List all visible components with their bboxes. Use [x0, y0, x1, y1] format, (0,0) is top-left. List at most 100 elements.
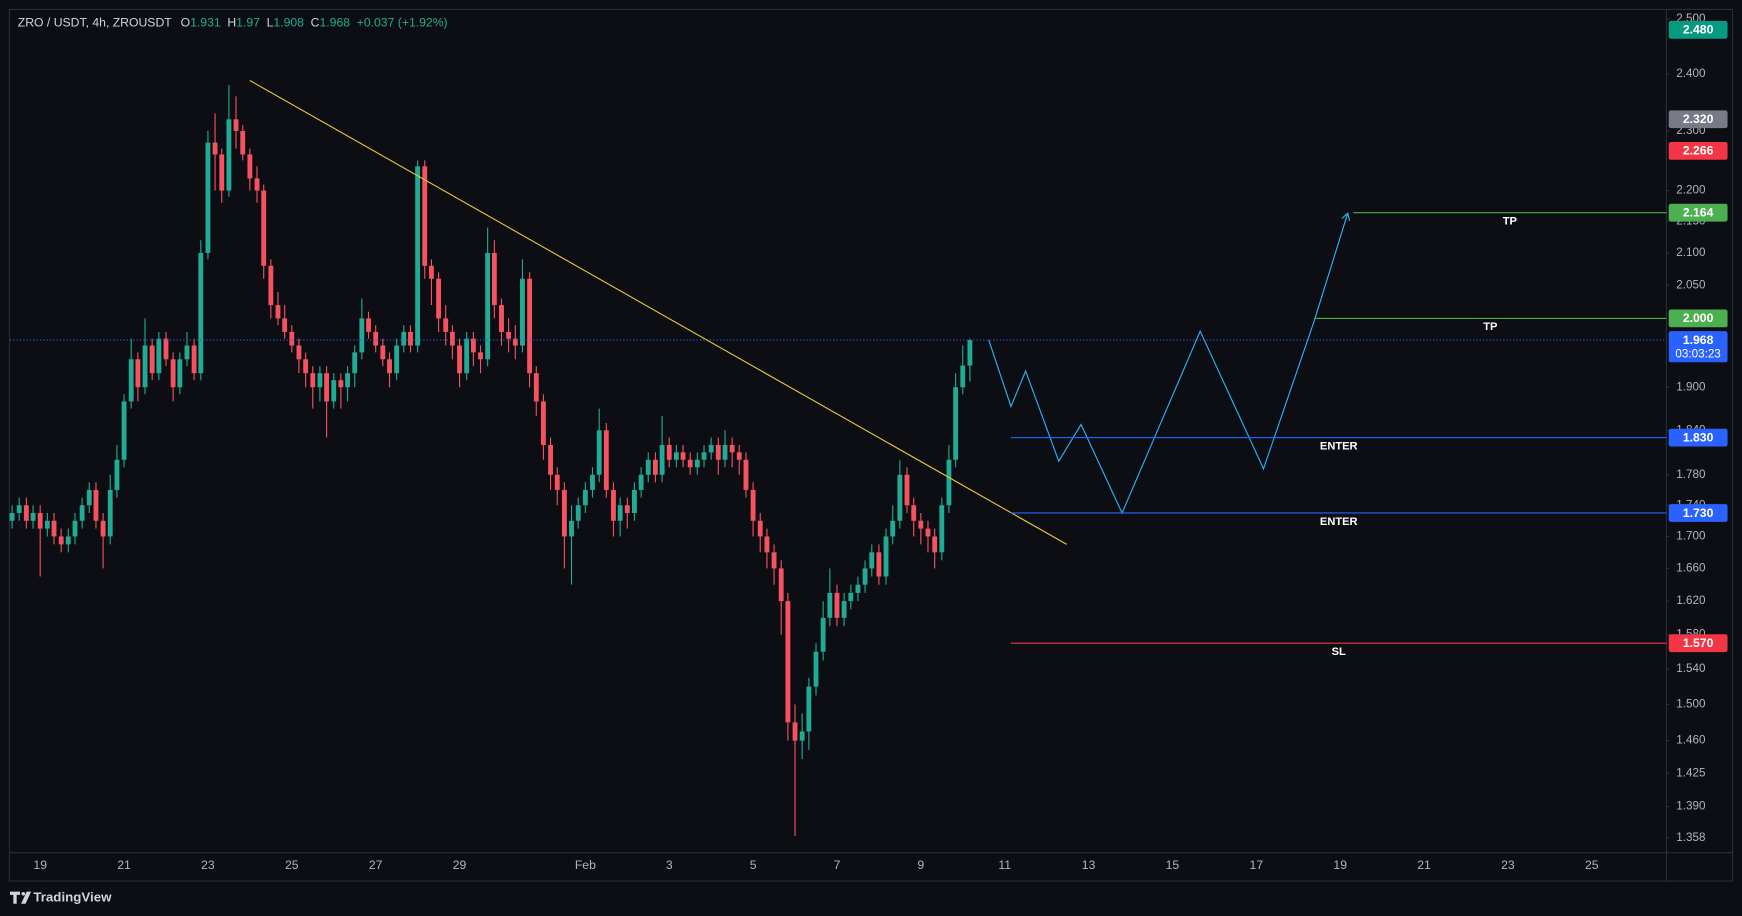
x-tick-label: 17 — [1250, 858, 1264, 872]
candle-body — [457, 345, 462, 374]
candle-body — [415, 166, 421, 346]
candle-body — [792, 722, 798, 741]
level-badge-bg — [1668, 309, 1728, 328]
projection-arrowhead — [1341, 212, 1351, 221]
candle-body — [918, 520, 924, 529]
candle-body — [911, 505, 917, 521]
candle-body — [806, 686, 812, 732]
last-price-badge-bg — [1668, 331, 1728, 363]
price-badge-bg — [1668, 20, 1728, 39]
level-badge-bg — [1668, 203, 1728, 222]
candle-body — [233, 119, 239, 131]
brand-logo[interactable]: TradingView — [9, 890, 112, 905]
x-tick-label: 23 — [1501, 858, 1515, 872]
price-badge: 2.480 — [1683, 23, 1714, 37]
candle-body — [561, 489, 567, 537]
candle-body — [275, 305, 281, 319]
ohlc-letter: C — [311, 16, 320, 30]
legend-header: ZRO / USDT, 4h, ZROUSDT O1.931 H1.97 L1.908… — [18, 16, 448, 30]
candle-body — [121, 401, 127, 460]
candle-body — [429, 265, 434, 279]
candle-body — [219, 154, 225, 191]
candle-body — [548, 444, 553, 475]
candle-body — [9, 512, 15, 521]
candle-body — [841, 601, 847, 618]
level-badge: 1.830 — [1683, 430, 1714, 444]
level-label: TP — [1483, 321, 1498, 333]
candle-body — [722, 444, 728, 460]
candle-body — [736, 452, 742, 460]
plot-layer: 19 21 23 25 27 29 Feb 3 5 7 9 11 13 15 17 19 21 23 252.500… — [9, 12, 1728, 872]
candle-body — [527, 278, 533, 374]
candle-body — [37, 512, 43, 529]
y-tick-label: 2.400 — [1676, 67, 1706, 80]
candle-body — [939, 505, 945, 553]
ohlc-letter: L — [267, 16, 274, 30]
candle-body — [953, 387, 959, 460]
level-badge-bg — [1668, 428, 1728, 447]
candle-body — [352, 352, 358, 374]
candle-body — [799, 731, 805, 741]
y-tick-label: 1.900 — [1676, 380, 1706, 393]
level-label: SL — [1332, 646, 1346, 658]
candle-body — [449, 331, 455, 346]
symbol-title: ZRO / USDT, 4h, ZROUSDT — [18, 16, 173, 30]
candle-body — [58, 536, 64, 545]
x-tick-label: 27 — [369, 858, 383, 872]
candle-body — [268, 265, 274, 306]
candle-body — [897, 474, 903, 521]
candle-body — [764, 536, 770, 553]
candle-body — [757, 520, 763, 537]
candle-body — [890, 520, 896, 537]
candle-body — [289, 331, 295, 346]
candle-body — [827, 592, 833, 618]
candle-body — [729, 444, 735, 453]
candle-body — [960, 365, 966, 388]
brand-name: TradingView — [33, 890, 112, 905]
candle-body — [499, 305, 504, 332]
candle-body — [855, 584, 861, 593]
candle-body — [387, 359, 392, 374]
candle-body — [240, 130, 246, 155]
y-tick-label: 1.660 — [1676, 561, 1706, 574]
candle-body — [596, 430, 602, 475]
price-badge: 2.266 — [1683, 144, 1714, 158]
candle-body — [652, 459, 658, 475]
ohlc-letter: O — [181, 16, 191, 30]
y-tick-label: 1.540 — [1676, 662, 1706, 675]
candle-body — [338, 380, 344, 388]
candle-body — [485, 252, 491, 360]
candle-body — [205, 142, 211, 253]
candle-body — [520, 278, 525, 346]
candle-body — [359, 318, 365, 353]
candle-body — [715, 444, 721, 460]
candle-body — [771, 552, 777, 569]
candle-body — [86, 489, 92, 506]
last-price-badge: 1.968 — [1683, 333, 1714, 347]
logo-mark — [9, 891, 32, 904]
candle-body — [533, 373, 539, 402]
candle-body — [862, 568, 868, 585]
y-tick-label: 1.700 — [1676, 530, 1706, 543]
candle-body — [512, 338, 518, 346]
candle-body — [680, 452, 686, 460]
y-tick-label: 1.425 — [1676, 766, 1705, 779]
level-badge-bg — [1668, 504, 1728, 522]
y-tick-label: 1.390 — [1676, 800, 1706, 813]
candle-body — [65, 536, 71, 545]
candle-body — [23, 505, 29, 521]
level-badge: 1.570 — [1683, 636, 1714, 650]
candle-body — [345, 373, 351, 388]
x-tick-label: 5 — [750, 858, 757, 872]
x-tick-label: 13 — [1082, 858, 1096, 872]
candle-body — [813, 651, 819, 687]
candle-body — [317, 373, 323, 388]
logo-dot — [21, 892, 26, 896]
x-tick-label: 7 — [834, 858, 841, 872]
candle-body — [869, 552, 875, 569]
ohlc-value: 1.931 — [190, 16, 221, 30]
candle-body — [478, 352, 483, 360]
x-tick-label: 9 — [917, 858, 924, 872]
y-tick-label: 1.780 — [1676, 468, 1706, 481]
